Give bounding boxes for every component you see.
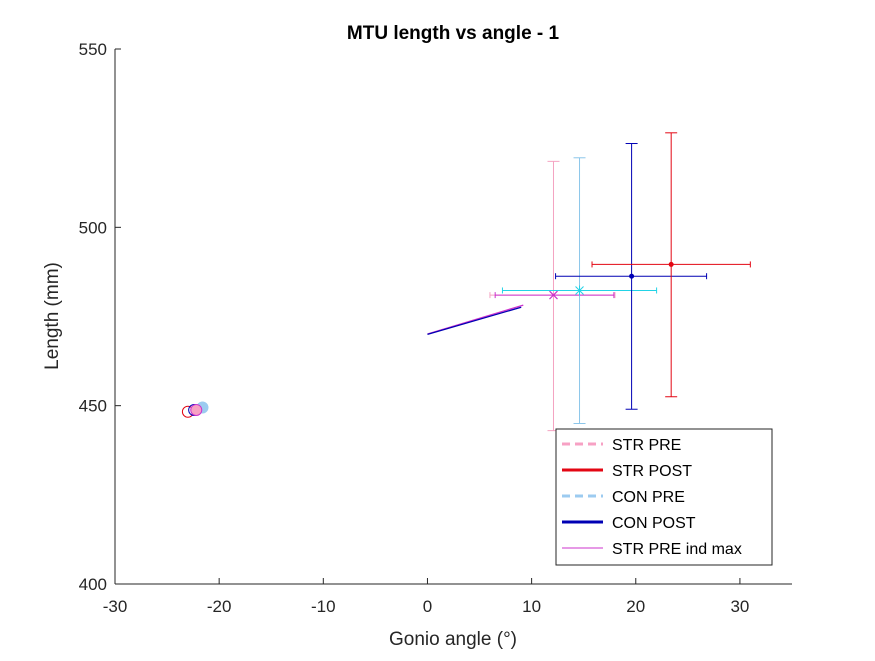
y-tick-label: 450 <box>79 397 107 416</box>
x-axis-ticks: -30 -20 -10 0 10 20 30 <box>103 578 749 616</box>
y-axis-label: Length (mm) <box>42 262 63 370</box>
axes-frame <box>114 49 792 585</box>
con-post-errorbar <box>555 143 708 410</box>
str-pre-errorbar <box>489 160 616 432</box>
con-pre-mean-marker <box>574 285 585 296</box>
x-tick-label: -30 <box>103 597 128 616</box>
x-tick-label: 10 <box>522 597 541 616</box>
y-tick-label: 400 <box>79 575 107 594</box>
legend-label: CON PRE <box>612 489 685 506</box>
x-axis-label: Gonio angle (°) <box>389 629 517 650</box>
x-tick-label: -20 <box>207 597 232 616</box>
legend-label: STR POST <box>612 463 692 480</box>
y-tick-label: 500 <box>79 218 107 237</box>
x-tick-label: 20 <box>626 597 645 616</box>
str-pre-start-marker <box>190 403 203 416</box>
x-tick-label: 30 <box>730 597 749 616</box>
legend-label: STR PRE <box>612 437 681 454</box>
str-post-errorbar <box>591 132 751 398</box>
y-axis-ticks: 400 450 500 550 <box>79 40 121 594</box>
legend: STR PRE STR POST CON PRE CON POST STR PRE in… <box>555 428 773 566</box>
y-tick-label: 550 <box>79 40 107 59</box>
x-tick-label: 0 <box>423 597 432 616</box>
chart-title: MTU length vs angle - 1 <box>347 23 560 44</box>
x-tick-label: -10 <box>311 597 336 616</box>
legend-label: STR PRE ind max <box>612 541 742 558</box>
con-post-mean-marker <box>629 273 635 279</box>
con-post-line <box>427 306 522 335</box>
str-post-mean-marker <box>668 261 674 267</box>
str-pre-ind-max-errorbar <box>494 292 615 299</box>
legend-label: CON POST <box>612 515 696 532</box>
series-layer <box>181 132 751 432</box>
con-pre-errorbar <box>501 157 658 424</box>
